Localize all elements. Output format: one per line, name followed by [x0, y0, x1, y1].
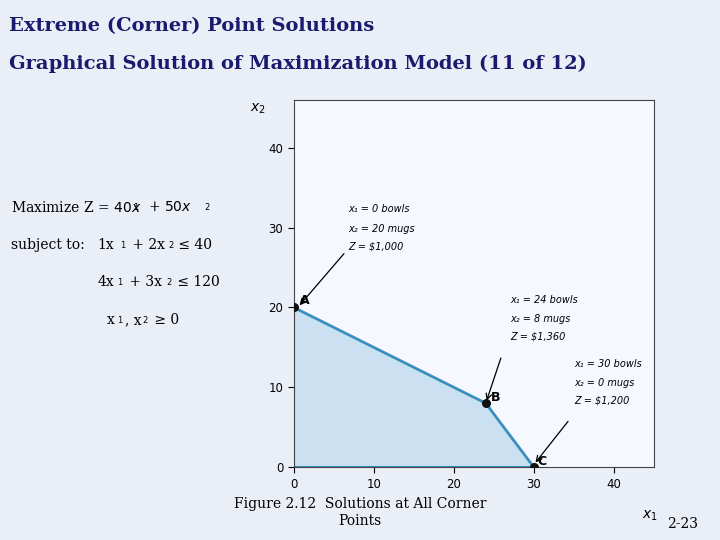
Text: $_1$: $_1$ [117, 313, 124, 326]
Text: Points: Points [338, 514, 382, 528]
Text: x₂ = 8 mugs: x₂ = 8 mugs [510, 314, 570, 324]
Text: $x_2$: $x_2$ [250, 102, 266, 116]
Text: Z = $1,360: Z = $1,360 [510, 332, 565, 341]
Polygon shape [294, 307, 534, 467]
Text: $_1$: $_1$ [120, 238, 127, 251]
Text: subject to:: subject to: [11, 238, 84, 252]
Text: 1x: 1x [97, 238, 114, 252]
Text: Extreme (Corner) Point Solutions: Extreme (Corner) Point Solutions [9, 17, 374, 35]
Text: x₂ = 0 mugs: x₂ = 0 mugs [574, 377, 634, 388]
Text: x: x [107, 313, 114, 327]
Text: ≥ 0: ≥ 0 [150, 313, 179, 327]
Text: $_1$: $_1$ [133, 200, 140, 213]
Text: x₁ = 24 bowls: x₁ = 24 bowls [510, 295, 577, 306]
Text: + $50x$: + $50x$ [148, 200, 192, 214]
Text: Graphical Solution of Maximization Model (11 of 12): Graphical Solution of Maximization Model… [9, 55, 586, 73]
Text: x₁ = 30 bowls: x₁ = 30 bowls [574, 359, 642, 369]
Text: ≤ 40: ≤ 40 [174, 238, 212, 252]
Text: $_1$: $_1$ [117, 275, 124, 288]
Text: C: C [537, 455, 546, 468]
Text: Z = $1,000: Z = $1,000 [348, 242, 403, 252]
Text: + 2x: + 2x [128, 238, 165, 252]
Text: x₂ = 20 mugs: x₂ = 20 mugs [348, 224, 415, 234]
Text: $_2$: $_2$ [204, 200, 211, 213]
Text: 4x: 4x [97, 275, 114, 289]
Text: $_2$: $_2$ [166, 275, 173, 288]
Text: $x_1$: $x_1$ [642, 509, 657, 523]
Text: Maximize Z = $40x$: Maximize Z = $40x$ [11, 200, 141, 215]
Text: Figure 2.12  Solutions at All Corner: Figure 2.12 Solutions at All Corner [234, 497, 486, 511]
Text: 2-23: 2-23 [667, 517, 698, 531]
Text: ≤ 120: ≤ 120 [173, 275, 220, 289]
Text: A: A [300, 294, 310, 307]
Text: $_2$: $_2$ [168, 238, 174, 251]
Text: Z = $1,200: Z = $1,200 [574, 395, 629, 405]
Text: B: B [491, 391, 501, 404]
Text: , x: , x [125, 313, 142, 327]
Text: + 3x: + 3x [125, 275, 162, 289]
Text: $_2$: $_2$ [142, 313, 148, 326]
Text: x₁ = 0 bowls: x₁ = 0 bowls [348, 204, 410, 214]
